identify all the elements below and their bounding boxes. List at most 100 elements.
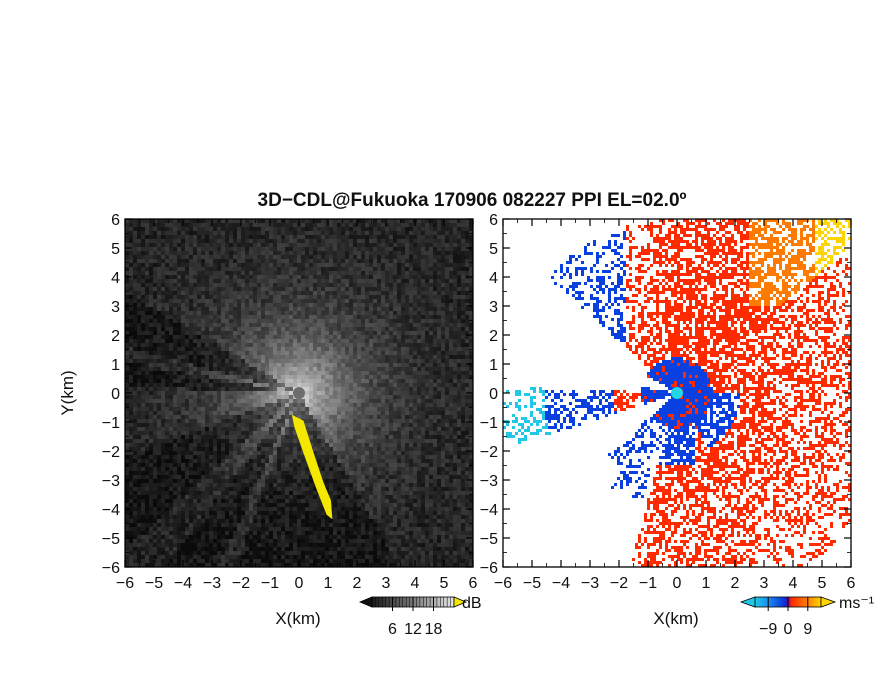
backscatter-cell <box>193 343 197 347</box>
backscatter-cell <box>245 347 249 351</box>
backscatter-cell <box>313 343 317 347</box>
backscatter-cell <box>377 443 381 447</box>
backscatter-cell <box>189 247 193 251</box>
backscatter-cell <box>353 251 357 255</box>
backscatter-cell <box>433 415 437 419</box>
backscatter-cell <box>469 443 473 447</box>
backscatter-cell <box>385 359 389 363</box>
backscatter-cell <box>281 395 285 399</box>
backscatter-cell <box>225 431 229 435</box>
backscatter-cell <box>189 267 193 271</box>
backscatter-cell <box>453 403 457 407</box>
backscatter-cell <box>241 411 245 415</box>
backscatter-cell <box>125 279 129 283</box>
backscatter-cell <box>409 431 413 435</box>
backscatter-cell <box>189 327 193 331</box>
backscatter-cell <box>457 335 461 339</box>
backscatter-cell <box>429 347 433 351</box>
backscatter-cell <box>461 311 465 315</box>
backscatter-cell <box>125 323 129 327</box>
backscatter-cell <box>401 323 405 327</box>
backscatter-cell <box>365 307 369 311</box>
backscatter-cell <box>225 355 229 359</box>
backscatter-cell <box>305 415 309 419</box>
backscatter-cell <box>157 343 161 347</box>
backscatter-cell <box>221 375 225 379</box>
backscatter-cell <box>445 327 449 331</box>
backscatter-cell <box>265 287 269 291</box>
backscatter-cell <box>361 347 365 351</box>
backscatter-cell <box>449 419 453 423</box>
backscatter-cell <box>221 447 225 451</box>
backscatter-cell <box>189 291 193 295</box>
backscatter-cell <box>201 439 205 443</box>
backscatter-cell <box>145 427 149 431</box>
backscatter-cell <box>141 279 145 283</box>
backscatter-cell <box>365 235 369 239</box>
backscatter-cell <box>397 283 401 287</box>
backscatter-cell <box>461 219 465 223</box>
backscatter-cell <box>385 227 389 231</box>
backscatter-cell <box>349 291 353 295</box>
backscatter-cell <box>337 291 341 295</box>
backscatter-cell <box>229 283 233 287</box>
backscatter-cell <box>337 235 341 239</box>
backscatter-cell <box>181 347 185 351</box>
backscatter-cell <box>293 331 297 335</box>
backscatter-cell <box>165 411 169 415</box>
backscatter-cell <box>281 403 285 407</box>
backscatter-cell <box>457 351 461 355</box>
backscatter-cell <box>161 271 165 275</box>
backscatter-cell <box>137 379 141 383</box>
backscatter-cell <box>393 371 397 375</box>
backscatter-cell <box>193 407 197 411</box>
backscatter-cell <box>245 375 249 379</box>
backscatter-cell <box>297 231 301 235</box>
backscatter-cell <box>437 267 441 271</box>
backscatter-cell <box>201 219 205 223</box>
backscatter-cell <box>265 399 269 403</box>
backscatter-cell <box>313 235 317 239</box>
backscatter-cell <box>197 387 201 391</box>
backscatter-cell <box>137 263 141 267</box>
backscatter-cell <box>225 371 229 375</box>
backscatter-cell <box>305 343 309 347</box>
backscatter-cell <box>245 247 249 251</box>
backscatter-cell <box>209 355 213 359</box>
backscatter-cell <box>269 291 273 295</box>
backscatter-cell <box>361 415 365 419</box>
backscatter-cell <box>321 235 325 239</box>
backscatter-cell <box>237 387 241 391</box>
backscatter-cell <box>345 439 349 443</box>
backscatter-cell <box>337 419 341 423</box>
backscatter-cell <box>429 291 433 295</box>
backscatter-cell <box>285 239 289 243</box>
backscatter-cell <box>401 231 405 235</box>
backscatter-cell <box>297 307 301 311</box>
backscatter-cell <box>165 271 169 275</box>
backscatter-cell <box>433 235 437 239</box>
backscatter-cell <box>201 283 205 287</box>
backscatter-cell <box>201 243 205 247</box>
backscatter-cell <box>249 259 253 263</box>
backscatter-cell <box>125 283 129 287</box>
backscatter-cell <box>173 395 177 399</box>
backscatter-cell <box>205 319 209 323</box>
backscatter-cell <box>273 291 277 295</box>
backscatter-cell <box>193 295 197 299</box>
backscatter-cell <box>153 339 157 343</box>
backscatter-cell <box>181 295 185 299</box>
backscatter-cell <box>377 427 381 431</box>
backscatter-cell <box>185 299 189 303</box>
backscatter-cell <box>245 227 249 231</box>
backscatter-cell <box>465 299 469 303</box>
backscatter-cell <box>357 219 361 223</box>
backscatter-cell <box>257 355 261 359</box>
backscatter-cell <box>445 431 449 435</box>
backscatter-cell <box>365 219 369 223</box>
backscatter-cell <box>277 319 281 323</box>
backscatter-cell <box>269 439 273 443</box>
backscatter-cell <box>149 231 153 235</box>
backscatter-cell <box>253 307 257 311</box>
backscatter-cell <box>265 347 269 351</box>
